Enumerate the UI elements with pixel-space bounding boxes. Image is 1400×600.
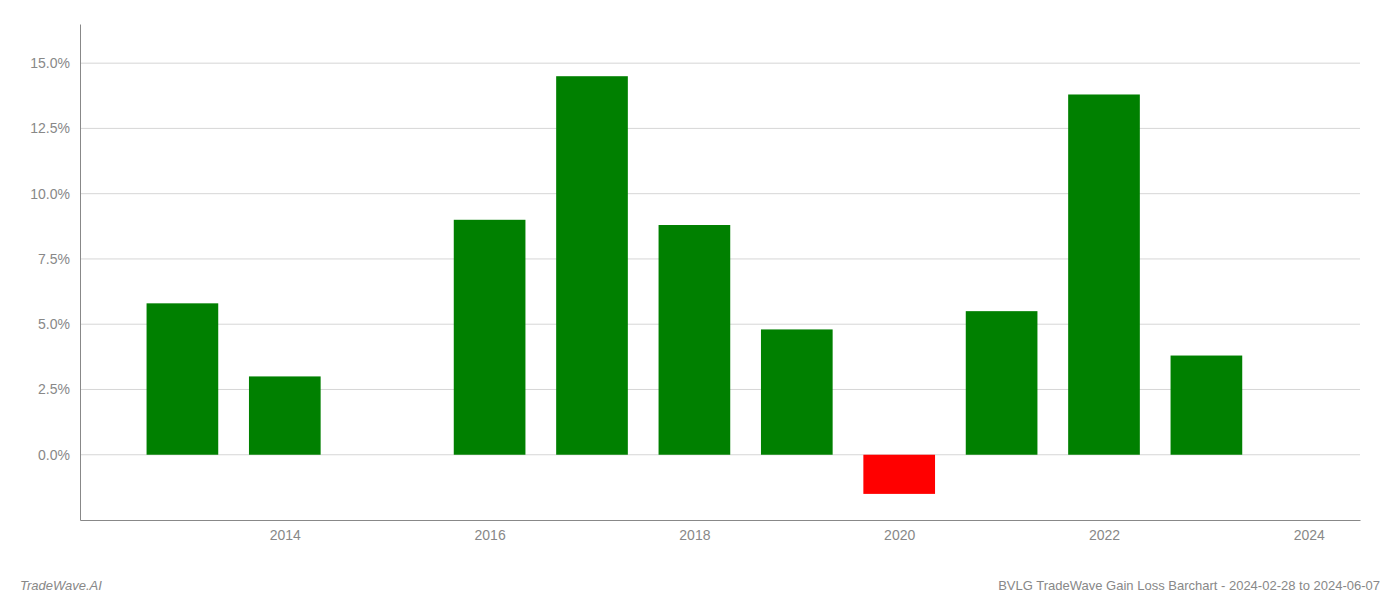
bar xyxy=(966,311,1038,455)
tick-label: 5.0% xyxy=(38,316,70,332)
tick-label: 12.5% xyxy=(30,120,70,136)
footer-right: BVLG TradeWave Gain Loss Barchart - 2024… xyxy=(998,578,1380,593)
tick-label: 7.5% xyxy=(38,251,70,267)
tick: 2024 xyxy=(1294,520,1325,543)
x-axis: 2014 2016 2018 2020 2022 2024 xyxy=(81,520,1361,543)
tick: 7.5% xyxy=(38,251,80,267)
footer-left: TradeWave.AI xyxy=(20,578,102,593)
bar xyxy=(863,455,935,494)
tick: 2018 xyxy=(679,520,710,543)
grid-line xyxy=(80,193,1360,194)
tick: 0.0% xyxy=(38,447,80,463)
bar xyxy=(659,225,731,455)
axis-domain xyxy=(80,25,81,521)
tick-label: 2020 xyxy=(884,527,915,543)
bar xyxy=(1068,94,1140,454)
tick: 5.0% xyxy=(38,316,80,332)
bar xyxy=(1171,356,1243,455)
axis-domain xyxy=(81,520,1361,521)
tick-label: 2018 xyxy=(679,527,710,543)
bar xyxy=(761,329,833,454)
tick-label: 2022 xyxy=(1089,527,1120,543)
tick: 2022 xyxy=(1089,520,1120,543)
tick: 2014 xyxy=(270,520,301,543)
bars xyxy=(147,76,1243,494)
tick-label: 0.0% xyxy=(38,447,70,463)
bar xyxy=(454,220,526,455)
grid xyxy=(80,63,1360,455)
grid-line xyxy=(80,128,1360,129)
tick: 12.5% xyxy=(30,120,80,136)
grid-line xyxy=(80,63,1360,64)
tick: 10.0% xyxy=(30,186,80,202)
tick: 15.0% xyxy=(30,55,80,71)
tick-label: 10.0% xyxy=(30,186,70,202)
tick-label: 2.5% xyxy=(38,381,70,397)
tick: 2016 xyxy=(475,520,506,543)
tick-label: 2016 xyxy=(475,527,506,543)
bar xyxy=(249,376,321,454)
tick: 2.5% xyxy=(38,381,80,397)
tick-label: 15.0% xyxy=(30,55,70,71)
tick: 2020 xyxy=(884,520,915,543)
chart: 0.0%2.5%5.0%7.5%10.0%12.5%15.0%201420162… xyxy=(0,0,1400,600)
y-axis: 0.0% 2.5% 5.0% 7.5% 10.0% 12.5% 15.0% xyxy=(30,25,80,521)
tick-label: 2024 xyxy=(1294,527,1325,543)
bar xyxy=(147,303,219,454)
bar xyxy=(556,76,628,455)
tick-label: 2014 xyxy=(270,527,301,543)
plot-area: 0.0%2.5%5.0%7.5%10.0%12.5%15.0%201420162… xyxy=(30,25,1360,543)
